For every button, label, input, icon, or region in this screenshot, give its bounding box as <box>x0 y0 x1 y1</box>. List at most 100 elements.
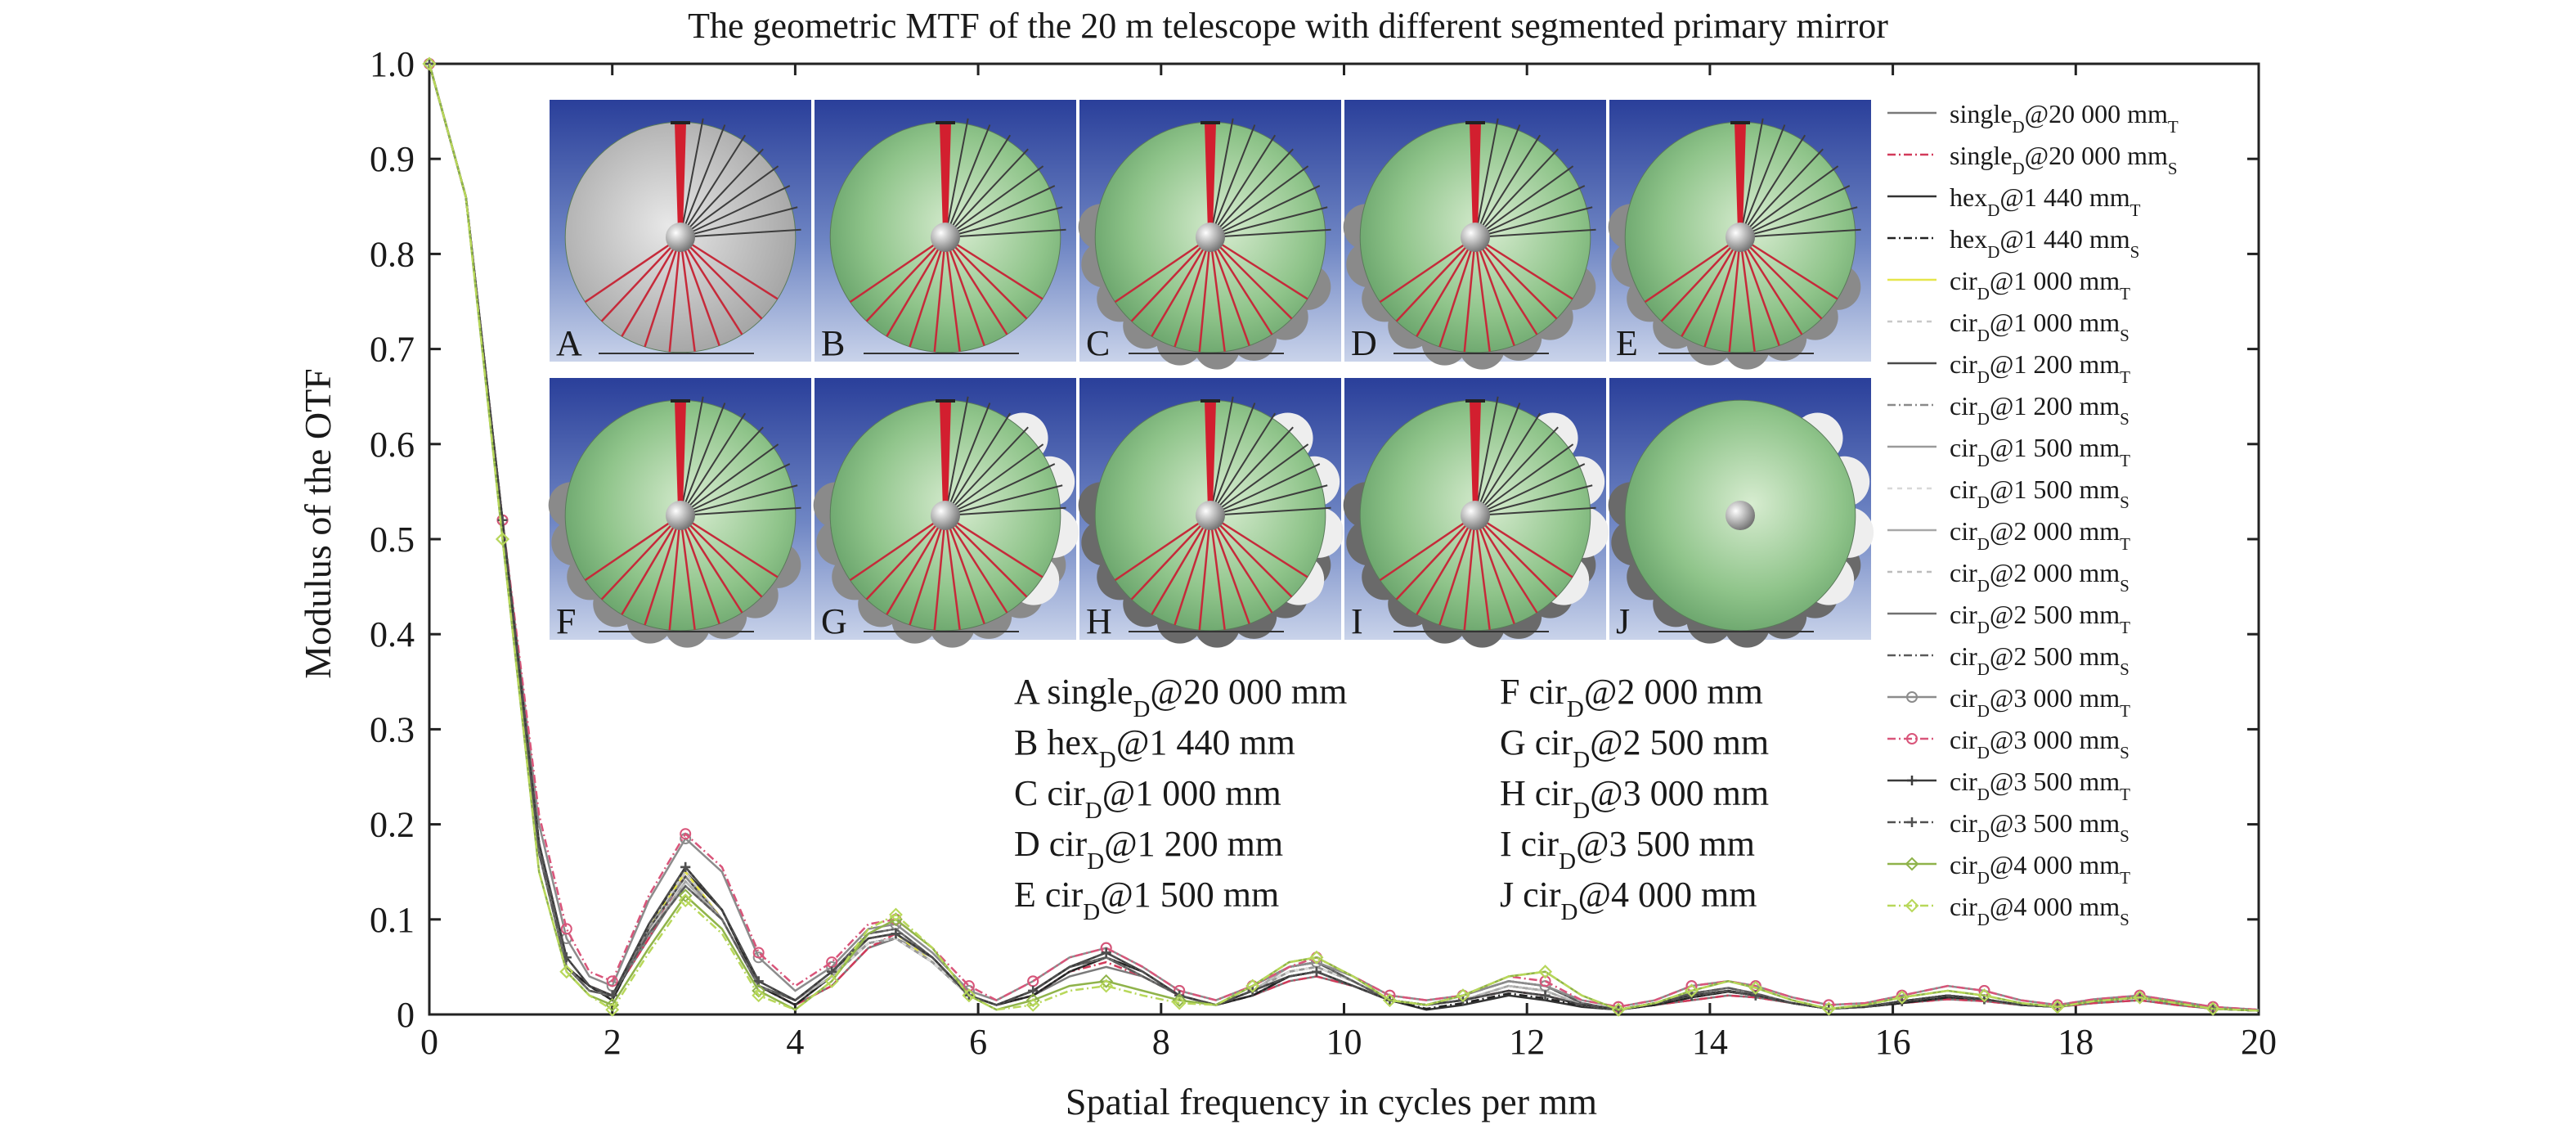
ray-red <box>945 515 1028 598</box>
legend-value: @1 000 mm <box>1990 308 2120 337</box>
legend-label: cirD@2 000 mmS <box>1950 558 2129 596</box>
annotation-item: H cirD@3 000 mm <box>1500 773 1769 824</box>
ray-grey <box>945 443 1044 516</box>
ray-red <box>1660 236 1741 322</box>
legend-base: cir <box>1950 558 1977 587</box>
annotation-sub: D <box>1573 747 1590 773</box>
legend-item: cirD@3 500 mmT <box>1887 767 2130 804</box>
secondary-beam <box>940 123 951 232</box>
ray-red <box>1438 515 1477 626</box>
data-point <box>559 965 574 979</box>
legend-suffix: S <box>2120 326 2129 345</box>
annotation-item: J cirD@4 000 mm <box>1500 875 1757 925</box>
legend-label: singleD@20 000 mmT <box>1950 99 2179 137</box>
ray-grey <box>1474 412 1542 516</box>
annotation-item: I cirD@3 500 mm <box>1500 824 1755 875</box>
ray-red <box>865 236 946 322</box>
ray-red <box>1209 236 1273 335</box>
legend-sub: D <box>2012 117 2024 137</box>
series-line <box>428 63 2260 1012</box>
legend-marker <box>1905 898 1919 913</box>
ray-red <box>909 515 947 626</box>
ray-grey <box>945 124 991 238</box>
annotation-sub: D <box>1567 696 1584 722</box>
legend-base: hex <box>1950 182 1987 212</box>
ray-red <box>1739 236 1823 320</box>
ray-red <box>1151 515 1212 615</box>
annotation-value: @1 440 mm <box>1116 722 1295 762</box>
legend-item: cirD@3 000 mmT <box>1887 683 2130 721</box>
x-tick-label: 4 <box>786 1022 804 1062</box>
y-tick-label: 0 <box>397 995 415 1035</box>
ray-grey <box>1474 118 1499 238</box>
ray-red <box>679 515 720 624</box>
ray-red <box>668 236 682 353</box>
data-point <box>1099 978 1114 993</box>
legend-label: cirD@3 000 mmS <box>1950 725 2129 762</box>
data-point <box>962 988 976 1003</box>
x-tick-label: 18 <box>2058 1022 2094 1062</box>
annotation-label-b: B hex <box>1014 722 1099 762</box>
legend-sub: D <box>1987 200 1999 220</box>
annotation-value: @4 000 mm <box>1577 875 1757 915</box>
annotation-item: A singleD@20 000 mm <box>1014 672 1347 722</box>
ray-red <box>1151 236 1212 337</box>
data-point <box>497 515 508 525</box>
annotation-value: @3 500 mm <box>1576 824 1755 864</box>
legend-label: cirD@1 200 mmS <box>1950 391 2129 429</box>
ray-red <box>1198 515 1212 631</box>
ray-red <box>933 236 947 353</box>
ray-grey <box>1209 134 1277 238</box>
annotation-sub: D <box>1087 848 1104 875</box>
ray-red <box>1198 236 1212 353</box>
y-tick-label: 0.2 <box>370 805 415 845</box>
ray-grey <box>680 185 791 238</box>
ray-grey <box>945 506 1066 516</box>
ray-grey <box>1209 206 1328 238</box>
data-point <box>1101 947 1111 958</box>
legend-value: @1 200 mm <box>1990 349 2120 379</box>
legend-suffix: T <box>2168 117 2179 137</box>
legend-base: cir <box>1950 516 1977 546</box>
ray-red <box>1474 514 1573 578</box>
ray-grey <box>945 165 1044 238</box>
ray-grey <box>1739 134 1806 238</box>
inset-panel-g: G <box>813 378 1079 648</box>
legend-sub: D <box>1977 367 1990 387</box>
legend-marker <box>1907 776 1917 785</box>
focal-ball <box>931 223 960 252</box>
legend-item: singleD@20 000 mmS <box>1887 141 2178 178</box>
ray-grey <box>1474 396 1499 516</box>
legend-base: cir <box>1950 892 1977 921</box>
ray-red <box>944 515 1008 614</box>
legend-suffix: S <box>2120 659 2129 679</box>
ray-red <box>1416 236 1477 337</box>
data-point <box>1456 988 1470 1003</box>
ray-grey <box>1209 412 1277 516</box>
data-point <box>1895 990 1910 1005</box>
legend-base: single <box>1950 99 2012 128</box>
secondary-beam <box>1470 123 1481 232</box>
x-tick-label: 8 <box>1152 1022 1170 1062</box>
inset-panel-c: C <box>1078 100 1341 370</box>
ray-grey <box>1474 426 1559 516</box>
legend-value: @1 440 mm <box>1999 224 2129 254</box>
ray-red <box>1739 236 1780 346</box>
ray-grey <box>1209 148 1294 238</box>
ray-grey <box>680 443 779 516</box>
ray-red <box>1395 515 1476 600</box>
data-point <box>1383 993 1397 1007</box>
ray-red <box>584 514 681 582</box>
ray-grey <box>945 412 1012 516</box>
legend-base: single <box>1950 141 2012 170</box>
legend-base: cir <box>1950 391 1977 421</box>
legend-value: @3 500 mm <box>1990 808 2120 838</box>
ray-grey <box>680 206 798 238</box>
y-axis-label: Modulus of the OTF <box>297 368 339 679</box>
inset-panel-letter: G <box>821 601 847 641</box>
ray-grey <box>680 426 764 516</box>
legend-value: @4 000 mm <box>1990 850 2120 879</box>
inset-panel-i: I <box>1343 378 1609 648</box>
x-tick-label: 10 <box>1326 1022 1362 1062</box>
ray-grey <box>680 148 764 238</box>
